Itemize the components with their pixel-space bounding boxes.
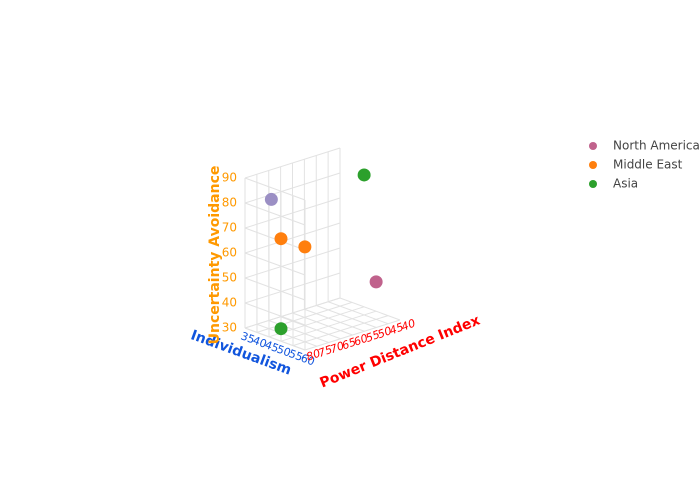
x-tick-label: 75 bbox=[316, 343, 334, 360]
legend-label: North America bbox=[613, 139, 700, 153]
x-tick-label: 70 bbox=[328, 339, 346, 356]
grid-line bbox=[327, 301, 389, 325]
legend-marker bbox=[589, 142, 597, 150]
data-point bbox=[274, 232, 288, 246]
grid-line bbox=[256, 323, 318, 347]
data-point bbox=[369, 275, 383, 289]
legend-label: Middle East bbox=[613, 158, 683, 172]
data-point bbox=[274, 322, 288, 336]
grid-line bbox=[244, 252, 306, 276]
x-tick-label: 55 bbox=[364, 328, 382, 345]
z-tick-label: 60 bbox=[222, 246, 237, 260]
grid-line bbox=[244, 202, 306, 226]
legend-label: Asia bbox=[613, 177, 638, 191]
data-point bbox=[264, 192, 278, 206]
grid-line bbox=[244, 177, 306, 201]
grid-line bbox=[244, 302, 306, 326]
grid-line bbox=[280, 316, 341, 340]
legend-marker bbox=[589, 161, 597, 169]
grid-line bbox=[244, 327, 306, 351]
x-tick-label: 65 bbox=[340, 335, 358, 352]
y-tick-label: 35 bbox=[239, 329, 257, 346]
data-point bbox=[357, 168, 371, 182]
z-tick-label: 50 bbox=[222, 271, 237, 285]
grid-line bbox=[304, 308, 365, 332]
grid-line bbox=[244, 277, 306, 301]
y-tick-label: 45 bbox=[263, 338, 281, 355]
z-tick-label: 90 bbox=[222, 171, 237, 185]
x-tick-label: 40 bbox=[400, 317, 418, 334]
y-tick-label: 50 bbox=[275, 343, 293, 360]
z-axis-title: Uncertainty Avoidance bbox=[207, 166, 223, 345]
z-tick-label: 80 bbox=[222, 196, 237, 210]
grid-line bbox=[339, 297, 401, 321]
z-tick-label: 40 bbox=[222, 296, 237, 310]
y-tick-label: 40 bbox=[251, 334, 269, 351]
z-tick-label: 70 bbox=[222, 221, 237, 235]
x-tick-label: 80 bbox=[305, 347, 323, 364]
data-point bbox=[298, 240, 312, 254]
x-tick-label: 50 bbox=[376, 324, 394, 341]
grid-line bbox=[292, 312, 353, 336]
legend-marker bbox=[589, 180, 597, 188]
y-tick-label: 55 bbox=[287, 347, 305, 364]
x-tick-label: 60 bbox=[352, 332, 370, 349]
z-tick-label: 30 bbox=[222, 321, 237, 335]
x-tick-label: 45 bbox=[388, 320, 406, 337]
y-tick-label: 60 bbox=[299, 351, 317, 368]
grid-line bbox=[316, 305, 377, 328]
